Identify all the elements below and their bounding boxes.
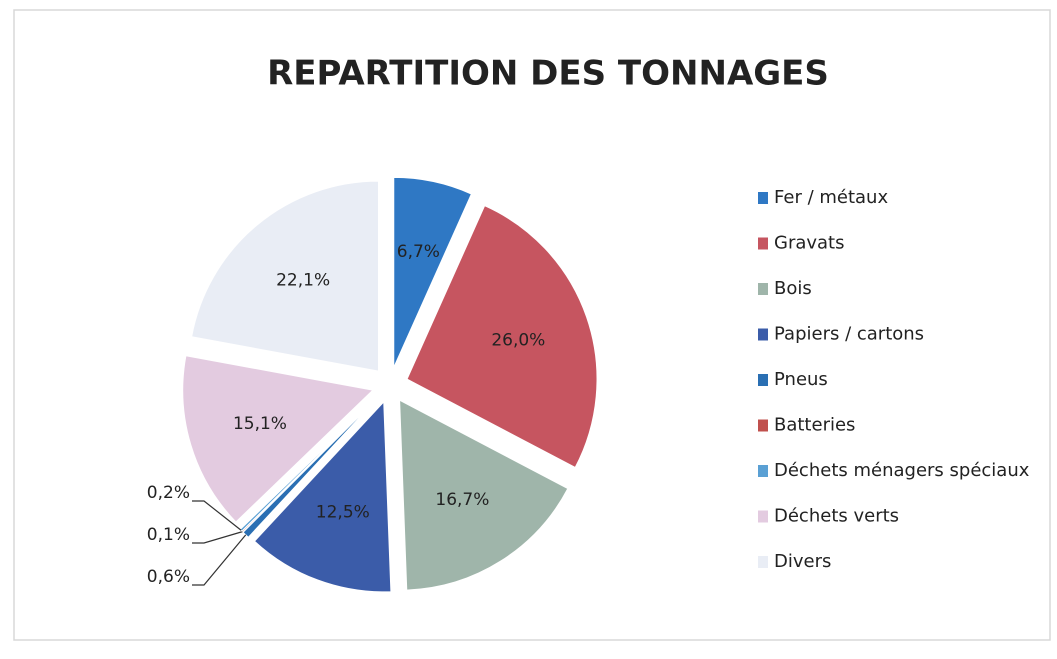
pie-slice xyxy=(253,400,392,593)
legend-label: Pneus xyxy=(774,369,828,390)
legend-label: Bois xyxy=(774,278,812,299)
legend-label: Batteries xyxy=(774,415,855,436)
leader-line xyxy=(192,534,247,586)
leader-line xyxy=(192,531,243,544)
legend-swatch xyxy=(758,556,768,568)
data-label: 22,1% xyxy=(276,271,330,291)
data-label: 12,5% xyxy=(316,502,370,522)
pie-slice xyxy=(191,180,379,372)
legend-swatch xyxy=(758,510,768,523)
legend-swatch xyxy=(758,419,768,432)
pie-slice xyxy=(393,176,473,368)
legend-label: Papiers / cartons xyxy=(774,324,924,345)
data-label: 0,2% xyxy=(147,483,190,503)
data-label: 6,7% xyxy=(397,242,440,262)
legend-label: Divers xyxy=(774,551,831,572)
legend-label: Déchets ménagers spéciaux xyxy=(774,460,1030,481)
data-label: 0,6% xyxy=(147,567,190,587)
pie-slice xyxy=(182,355,374,523)
legend-swatch xyxy=(758,237,768,250)
pie-slice xyxy=(406,205,598,469)
leader-line xyxy=(192,500,242,531)
legend-swatch xyxy=(758,328,768,341)
data-label: 16,7% xyxy=(435,490,489,510)
legend-swatch xyxy=(758,374,768,386)
data-label: 0,1% xyxy=(147,525,190,545)
chart-title: REPARTITION DES TONNAGES xyxy=(267,54,829,94)
legend-label: Fer / métaux xyxy=(774,187,888,208)
legend-label: Déchets verts xyxy=(774,506,899,527)
data-label: 26,0% xyxy=(491,331,545,351)
pie-slice xyxy=(399,399,569,591)
legend-swatch xyxy=(758,465,768,477)
legend-swatch xyxy=(758,192,768,204)
data-label: 15,1% xyxy=(233,414,287,434)
legend-swatch xyxy=(758,283,768,295)
legend-label: Gravats xyxy=(774,233,845,254)
